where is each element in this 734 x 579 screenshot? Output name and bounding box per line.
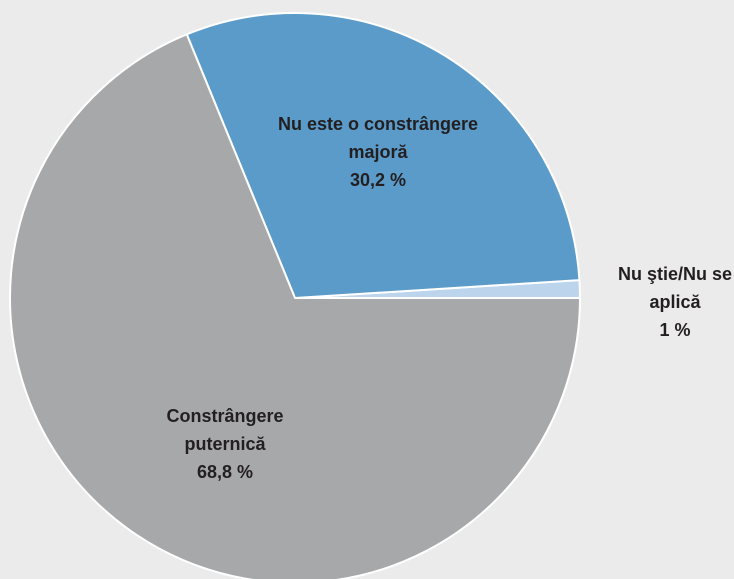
value-label: 1 % [659, 320, 691, 340]
slice-label: Nu este o constrângere majoră 30,2 % [248, 110, 508, 194]
slice-label: Constrângere puternică 68,8 % [140, 402, 310, 486]
category-name: Nu ştie/Nu se aplică [617, 264, 733, 312]
value-label: 68,8 % [196, 462, 254, 482]
pie-slice [9, 33, 582, 579]
category-name: Constrângere puternică [166, 406, 284, 454]
pie-slice [185, 12, 581, 300]
value-label: 30,2 % [349, 170, 407, 190]
slice-label: Nu ştie/Nu se aplică 1 % [614, 260, 734, 344]
category-name: Nu este o constrângere majoră [277, 114, 479, 162]
